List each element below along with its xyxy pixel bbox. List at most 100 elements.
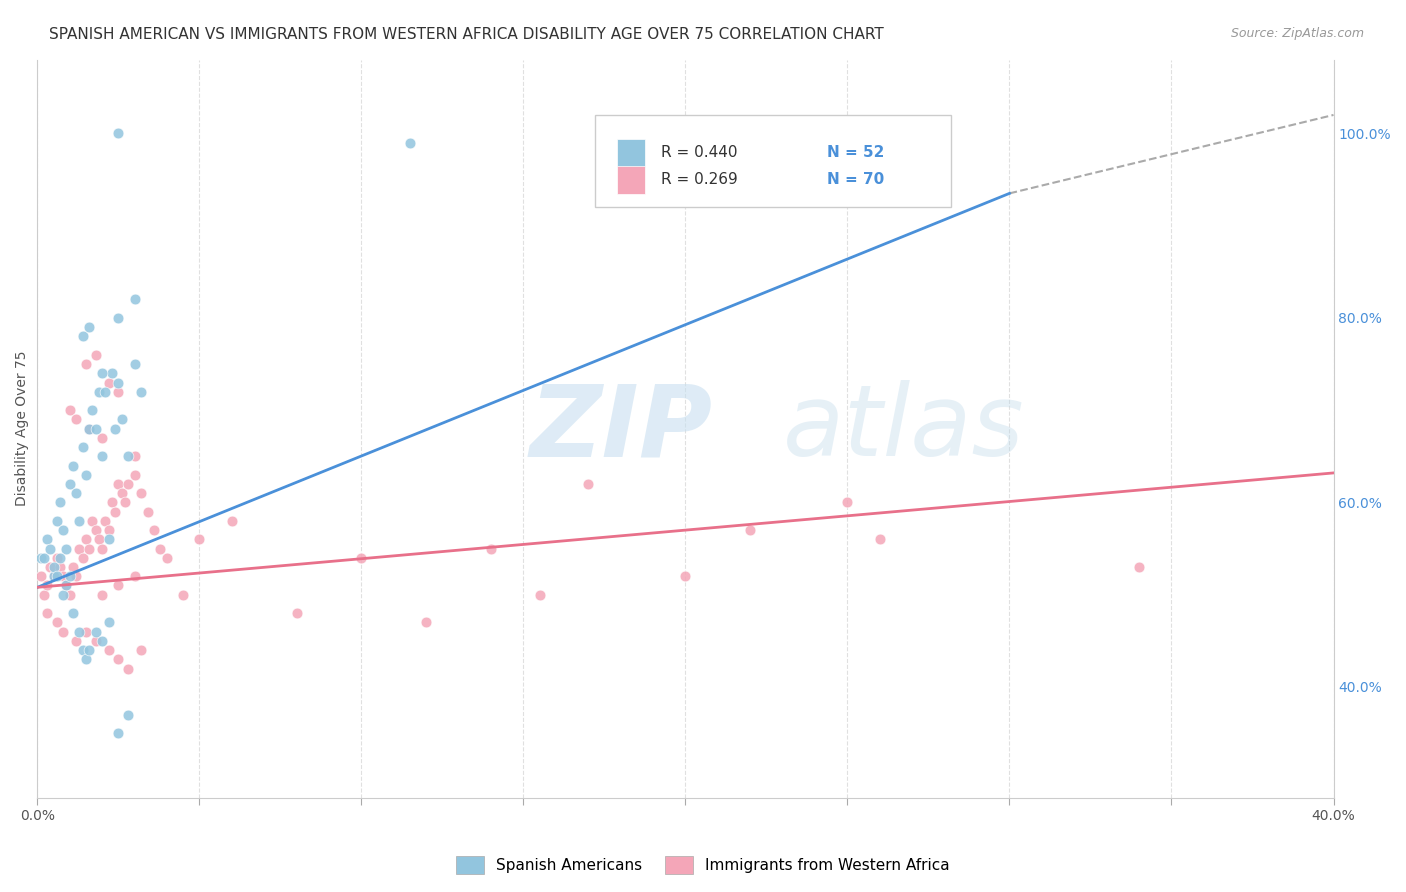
Point [117, 450, 139, 464]
Point [59, 477, 82, 491]
Point [110, 412, 132, 426]
Point [77, 422, 100, 436]
Point [101, 495, 124, 509]
Point [740, 523, 762, 537]
Point [84, 624, 107, 639]
Point [45, 615, 67, 630]
Point [49, 550, 72, 565]
Point [124, 357, 146, 371]
Point [124, 293, 146, 307]
Point [32, 550, 55, 565]
Point [72, 550, 94, 565]
Point [91, 541, 114, 556]
Legend: Spanish Americans, Immigrants from Western Africa: Spanish Americans, Immigrants from Weste… [450, 850, 956, 880]
Text: SPANISH AMERICAN VS IMMIGRANTS FROM WESTERN AFRICA DISABILITY AGE OVER 75 CORREL: SPANISH AMERICAN VS IMMIGRANTS FROM WEST… [49, 27, 884, 42]
Point [42, 560, 65, 574]
Point [65, 412, 87, 426]
Point [350, 550, 373, 565]
Point [143, 523, 166, 537]
Point [869, 533, 891, 547]
Point [55, 578, 77, 592]
Bar [617, 166, 645, 194]
Point [399, 136, 422, 150]
Point [49, 560, 72, 574]
Point [77, 320, 100, 334]
Point [35, 606, 58, 620]
Point [35, 533, 58, 547]
Point [117, 707, 139, 722]
Point [42, 569, 65, 583]
Point [156, 550, 179, 565]
Text: N = 70: N = 70 [827, 172, 884, 187]
Point [91, 633, 114, 648]
Text: R = 0.269: R = 0.269 [661, 172, 738, 187]
Text: ZIP: ZIP [530, 380, 713, 477]
Y-axis label: Disability Age Over 75: Disability Age Over 75 [15, 351, 30, 507]
Point [91, 431, 114, 445]
Point [55, 578, 77, 592]
Point [42, 569, 65, 583]
Point [94, 514, 117, 528]
Point [673, 569, 696, 583]
Point [415, 615, 437, 630]
Point [82, 514, 104, 528]
Point [77, 643, 100, 657]
Point [124, 467, 146, 482]
Point [59, 569, 82, 583]
Point [529, 588, 551, 602]
Point [104, 505, 127, 519]
Point [30, 550, 52, 565]
Text: R = 0.440: R = 0.440 [661, 145, 737, 160]
Point [91, 588, 114, 602]
Point [45, 569, 67, 583]
Point [52, 569, 75, 583]
Point [77, 541, 100, 556]
Point [107, 726, 129, 740]
Point [84, 348, 107, 362]
Point [32, 588, 55, 602]
Text: N = 52: N = 52 [827, 145, 884, 160]
Point [62, 560, 84, 574]
Point [97, 643, 120, 657]
Point [129, 384, 152, 399]
Point [77, 422, 100, 436]
Point [65, 569, 87, 583]
Point [52, 523, 75, 537]
Point [576, 477, 599, 491]
Text: Source: ZipAtlas.com: Source: ZipAtlas.com [1230, 27, 1364, 40]
Point [97, 533, 120, 547]
Point [75, 652, 97, 666]
Point [45, 550, 67, 565]
Point [837, 495, 859, 509]
Point [69, 514, 91, 528]
Point [124, 569, 146, 583]
Point [65, 486, 87, 500]
Point [72, 643, 94, 657]
Point [84, 633, 107, 648]
Point [114, 495, 136, 509]
Point [107, 376, 129, 390]
Bar [617, 138, 645, 167]
Point [82, 403, 104, 417]
Point [124, 450, 146, 464]
Point [59, 588, 82, 602]
Point [117, 477, 139, 491]
Point [84, 422, 107, 436]
Point [87, 384, 110, 399]
Point [72, 440, 94, 454]
Point [97, 523, 120, 537]
Point [75, 624, 97, 639]
Point [30, 569, 52, 583]
Point [75, 357, 97, 371]
Point [97, 376, 120, 390]
Point [65, 633, 87, 648]
Point [94, 384, 117, 399]
Point [55, 541, 77, 556]
Point [285, 606, 308, 620]
Point [35, 578, 58, 592]
Point [107, 127, 129, 141]
Point [172, 588, 194, 602]
Point [101, 366, 124, 380]
Point [39, 560, 62, 574]
Point [87, 533, 110, 547]
